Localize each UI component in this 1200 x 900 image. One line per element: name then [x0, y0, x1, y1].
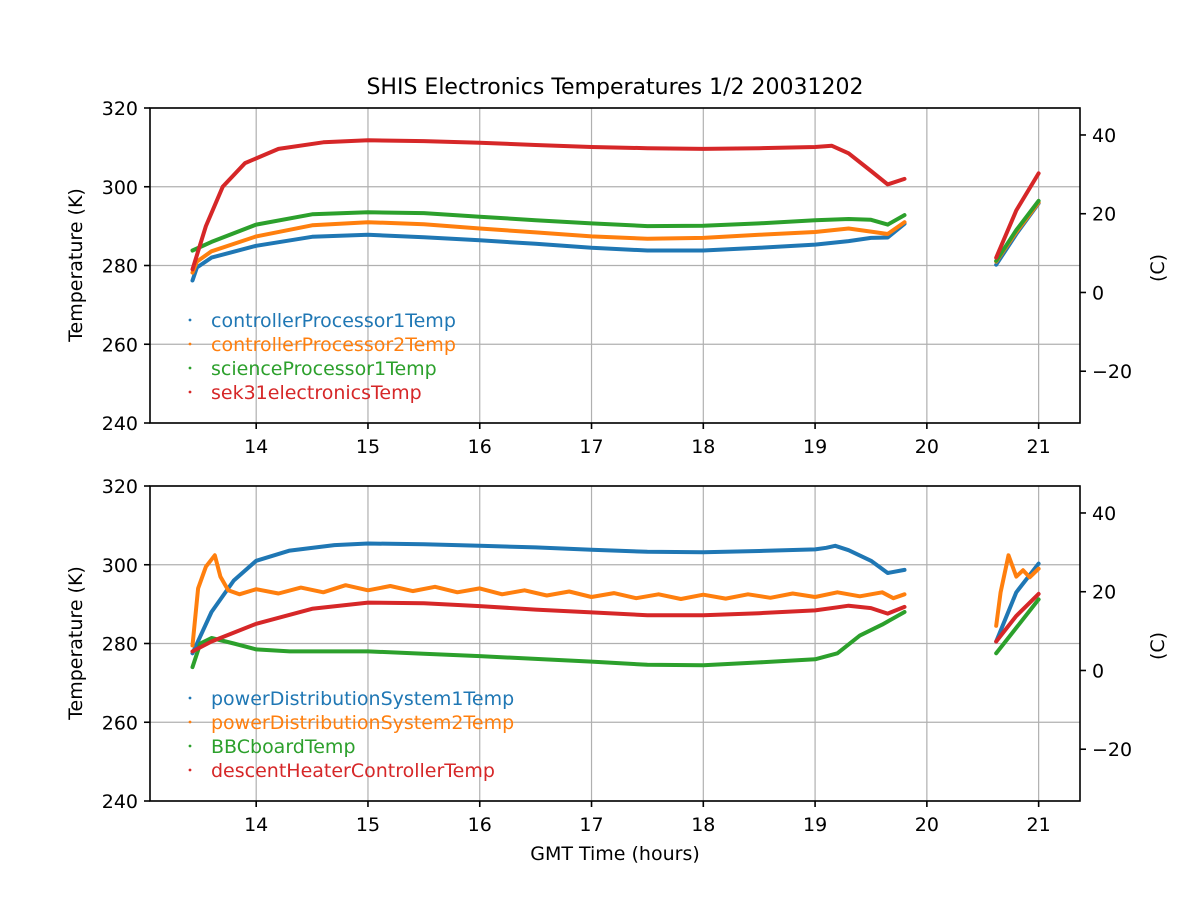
right-y-tick-label: 20: [1092, 204, 1116, 226]
top-panel-ticks: 14 15 16 17 18 19 20 21 240 260 280 300 320 −20 0 20 40: [102, 98, 1132, 458]
legend-label-powerDistributionSystem2Temp: powerDistributionSystem2Temp: [211, 712, 514, 734]
legend-marker-BBCboardTemp: [188, 744, 192, 748]
series-line-scienceProcessor1Temp-segment-2: [994, 198, 1041, 263]
x-tick-label: 21: [1027, 436, 1051, 458]
right-y-tick-label: 40: [1092, 125, 1116, 147]
series-line-BBCboardTemp-segment-2: [994, 597, 1041, 656]
bottom-panel-legend: powerDistributionSystem1TemppowerDistrib…: [188, 688, 514, 782]
y-tick-label: 300: [102, 555, 138, 577]
x-tick-label: 18: [691, 436, 715, 458]
bottom-panel-series: [190, 541, 1041, 670]
legend-label-controllerProcessor1Temp: controllerProcessor1Temp: [211, 310, 456, 332]
legend-marker-powerDistributionSystem1Temp: [188, 696, 192, 700]
x-tick-label: 17: [579, 436, 603, 458]
x-axis-label: GMT Time (hours): [530, 843, 700, 865]
x-tick-label: 20: [915, 814, 939, 836]
x-tick-label: 19: [803, 436, 827, 458]
series-line-descentHeaterControllerTemp-segment-2: [994, 591, 1041, 644]
legend-label-BBCboardTemp: BBCboardTemp: [211, 736, 356, 758]
series-line-descentHeaterControllerTemp-segment-1: [190, 600, 907, 654]
legend-label-descentHeaterControllerTemp: descentHeaterControllerTemp: [211, 760, 495, 782]
legend-label-scienceProcessor1Temp: scienceProcessor1Temp: [211, 358, 437, 380]
x-tick-label: 15: [356, 814, 380, 836]
x-tick-label: 15: [356, 436, 380, 458]
top-panel-legend: controllerProcessor1TempcontrollerProces…: [188, 310, 456, 404]
bottom-panel: 14 15 16 17 18 19 20 21240260280300320−2002040 …: [65, 476, 1169, 865]
legend-marker-controllerProcessor2Temp: [188, 342, 192, 346]
right-y-tick-label: 0: [1092, 282, 1104, 304]
right-y-tick-label: −20: [1092, 739, 1132, 761]
series-line-powerDistributionSystem2Temp-segment-2: [994, 553, 1041, 628]
y-tick-label: 260: [102, 712, 138, 734]
series-line-scienceProcessor1Temp-segment-1: [190, 210, 907, 253]
y-tick-label: 240: [102, 413, 138, 435]
bottom-panel-ticks: 14 15 16 17 18 19 20 21 240 260 280 300 320 −20 0 20 40: [102, 476, 1132, 836]
y-tick-label: 320: [102, 476, 138, 498]
x-tick-label: 16: [468, 814, 492, 836]
series-line-powerDistributionSystem1Temp-segment-1: [190, 541, 907, 656]
x-tick-label: 21: [1027, 814, 1051, 836]
top-y-axis-label: Temperature (K): [65, 188, 87, 343]
top-right-y-axis-label: (C): [1147, 254, 1169, 282]
legend-marker-descentHeaterControllerTemp: [188, 768, 192, 772]
x-tick-label: 19: [803, 814, 827, 836]
bottom-right-y-axis-label: (C): [1147, 632, 1169, 660]
right-y-tick-label: 20: [1092, 582, 1116, 604]
series-line-powerDistributionSystem2Temp-segment-1: [190, 553, 907, 648]
x-tick-label: 17: [579, 814, 603, 836]
chart-title: SHIS Electronics Temperatures 1/2 200312…: [366, 75, 863, 100]
top-panel-series: [190, 138, 1041, 283]
right-y-tick-label: 0: [1092, 660, 1104, 682]
legend-label-sek31electronicsTemp: sek31electronicsTemp: [211, 382, 422, 404]
series-line-controllerProcessor2Temp-segment-1: [190, 220, 907, 275]
x-tick-label: 14: [244, 436, 268, 458]
y-tick-label: 240: [102, 791, 138, 813]
right-y-tick-label: −20: [1092, 361, 1132, 383]
y-tick-label: 280: [102, 634, 138, 656]
legend-marker-sek31electronicsTemp: [188, 390, 192, 394]
x-tick-label: 14: [244, 814, 268, 836]
y-tick-label: 300: [102, 177, 138, 199]
y-tick-label: 320: [102, 98, 138, 120]
right-y-tick-label: 40: [1092, 503, 1116, 525]
y-tick-label: 260: [102, 334, 138, 356]
series-line-sek31electronicsTemp-segment-1: [190, 138, 907, 272]
legend-label-controllerProcessor2Temp: controllerProcessor2Temp: [211, 334, 456, 356]
series-line-sek31electronicsTemp-segment-2: [994, 171, 1041, 260]
x-tick-label: 16: [468, 436, 492, 458]
legend-marker-controllerProcessor1Temp: [188, 318, 192, 322]
y-tick-label: 280: [102, 256, 138, 278]
legend-marker-scienceProcessor1Temp: [188, 366, 192, 370]
legend-marker-powerDistributionSystem2Temp: [188, 720, 192, 724]
top-panel: 14 15 16 17 18 19 20 21240260280300320−2002040 …: [65, 98, 1169, 458]
x-tick-label: 18: [691, 814, 715, 836]
legend-label-powerDistributionSystem1Temp: powerDistributionSystem1Temp: [211, 688, 514, 710]
series-line-controllerProcessor1Temp-segment-1: [190, 221, 907, 283]
series-line-BBCboardTemp-segment-1: [190, 610, 907, 670]
x-tick-label: 20: [915, 436, 939, 458]
bottom-y-axis-label: Temperature (K): [65, 566, 87, 721]
